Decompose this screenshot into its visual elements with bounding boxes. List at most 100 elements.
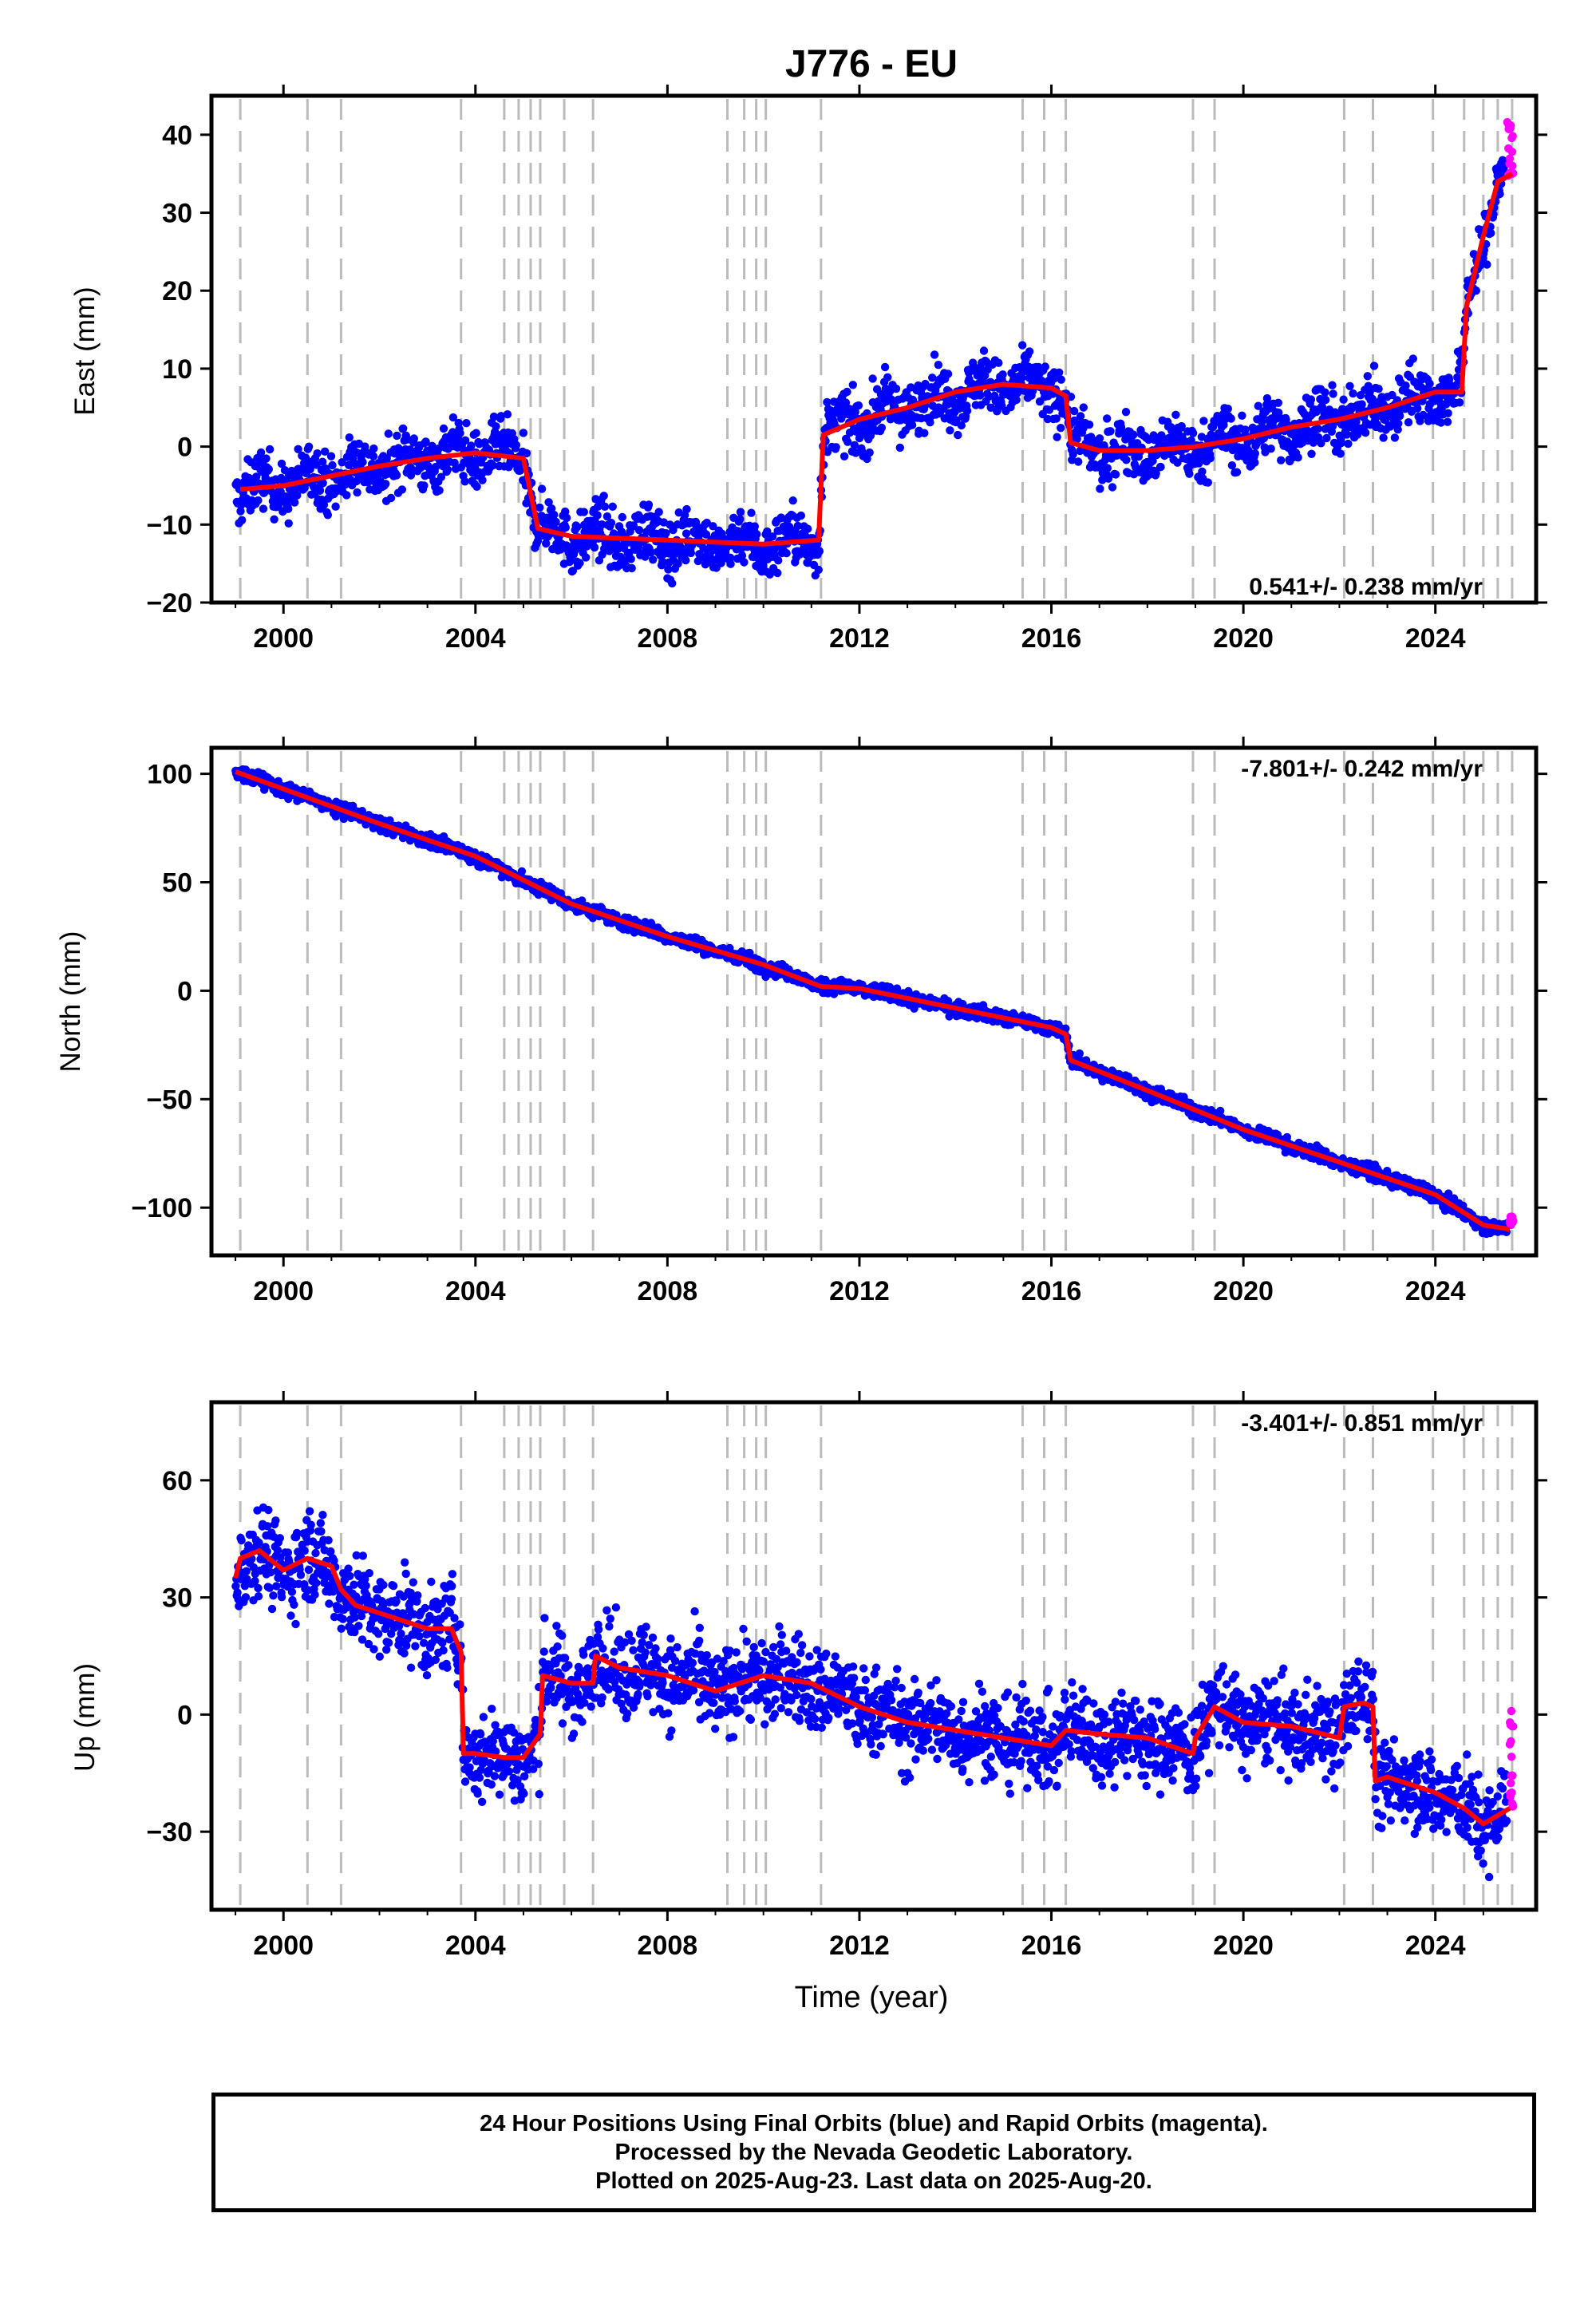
- east-point: [1095, 434, 1104, 443]
- east-point: [503, 410, 512, 419]
- north-point: [1282, 1132, 1292, 1142]
- east-point: [1185, 469, 1194, 478]
- east-point: [1357, 400, 1366, 409]
- east-point: [591, 518, 600, 527]
- east-point: [478, 476, 487, 484]
- east-point: [1443, 417, 1452, 426]
- east-point: [593, 511, 602, 520]
- east-point: [319, 500, 329, 509]
- east-point: [969, 358, 978, 367]
- east-model-line: [239, 172, 1514, 547]
- east-point: [606, 519, 616, 528]
- east-point: [522, 449, 531, 458]
- east-point: [1322, 433, 1331, 443]
- east-point: [323, 511, 332, 520]
- east-point: [709, 522, 717, 531]
- east-point: [1195, 455, 1204, 464]
- east-point: [934, 361, 943, 370]
- east-point: [788, 496, 797, 505]
- east-point: [1363, 372, 1373, 381]
- east-point: [1379, 433, 1388, 442]
- east-point: [492, 422, 500, 431]
- north-point: [517, 867, 527, 876]
- east-point: [460, 477, 469, 486]
- east-point: [1266, 445, 1275, 453]
- east-point: [773, 568, 782, 578]
- east-point: [634, 526, 644, 535]
- east-point: [1238, 411, 1246, 420]
- east-point: [1199, 417, 1208, 425]
- east-point: [1413, 404, 1422, 413]
- east-point: [659, 518, 668, 527]
- east-point: [747, 508, 756, 517]
- east-point: [823, 397, 832, 407]
- east-frame: [209, 93, 1539, 605]
- east-point: [384, 429, 393, 438]
- east-point: [393, 431, 401, 441]
- north-frame: [209, 745, 1539, 1258]
- east-point: [954, 430, 962, 440]
- east-point: [294, 445, 302, 453]
- east-point: [1342, 430, 1352, 439]
- east-point: [582, 553, 591, 562]
- east-point: [431, 462, 440, 472]
- east-point: [681, 555, 690, 565]
- east-point: [705, 549, 714, 558]
- east-rapid-point: [1508, 161, 1517, 170]
- east-point: [397, 485, 406, 494]
- east-point: [765, 570, 774, 579]
- east-point: [1401, 381, 1410, 390]
- east-point: [976, 391, 985, 400]
- east-point: [1329, 389, 1337, 398]
- east-point: [252, 472, 261, 481]
- north-point: [1321, 1147, 1330, 1156]
- east-point: [725, 553, 735, 562]
- east-point: [750, 522, 759, 531]
- east-point: [1057, 375, 1066, 384]
- east-point: [1336, 449, 1345, 458]
- east-point: [1122, 456, 1131, 464]
- east-point: [1390, 433, 1400, 442]
- east-point: [644, 500, 654, 509]
- north-rapid-points: [1505, 1212, 1518, 1230]
- east-point: [551, 517, 560, 527]
- north-point: [1216, 1106, 1225, 1116]
- east-point: [1314, 425, 1322, 433]
- east-point: [883, 373, 892, 381]
- east-point: [1177, 421, 1186, 431]
- east-point: [259, 504, 268, 513]
- east-point: [1436, 418, 1446, 427]
- east-point: [850, 441, 859, 449]
- east-point: [868, 374, 877, 383]
- east-point: [462, 419, 471, 428]
- east-point: [1069, 406, 1079, 416]
- east-point: [1055, 368, 1064, 377]
- east-point: [1173, 458, 1182, 467]
- east-point: [1203, 478, 1213, 487]
- east-point: [512, 441, 521, 449]
- east-point: [562, 513, 571, 523]
- east-point: [472, 429, 480, 437]
- east-point: [1395, 412, 1404, 421]
- north-xtick-label: 2012: [829, 1276, 890, 1306]
- east-ytick-label: −20: [146, 588, 192, 619]
- east-point: [599, 492, 608, 500]
- east-rapid-point: [1505, 154, 1515, 163]
- east-point: [421, 437, 430, 446]
- east-ytick-label: 30: [162, 199, 192, 229]
- east-ylabel: East (mm): [69, 287, 101, 415]
- east-point: [1321, 395, 1330, 405]
- east-point: [460, 436, 470, 445]
- east-point: [1041, 362, 1050, 371]
- east-point: [361, 442, 369, 451]
- east-point: [1108, 483, 1117, 492]
- east-point: [943, 370, 953, 378]
- east-point: [544, 498, 553, 507]
- east-ytick-label: −10: [146, 510, 192, 540]
- east-point: [450, 458, 459, 468]
- north-point: [1075, 1049, 1084, 1058]
- east-point: [313, 449, 322, 458]
- east-point: [682, 504, 691, 514]
- east-point: [1057, 424, 1065, 433]
- east-point: [338, 458, 346, 467]
